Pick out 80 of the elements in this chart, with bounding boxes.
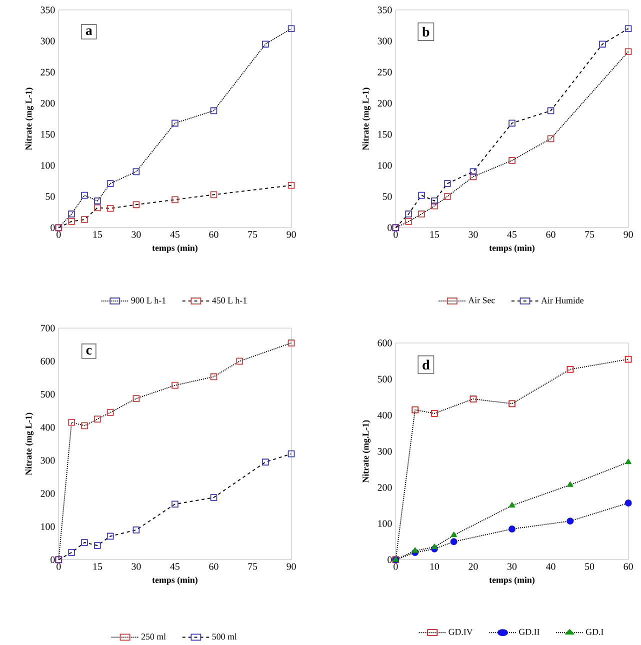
x-tick-label: 50 <box>585 563 594 570</box>
x-tick-label: 90 <box>624 231 633 238</box>
y-tick-label: 50 <box>46 193 55 200</box>
legend-label: GD.II <box>518 628 540 635</box>
x-tick-label: 20 <box>468 563 478 570</box>
legend-label: GD.IV <box>448 628 473 635</box>
x-tick-label: 30 <box>507 563 516 570</box>
x-tick-label: 60 <box>624 563 633 570</box>
x-tick-label: 15 <box>430 231 439 238</box>
x-tick-label: 60 <box>209 231 218 238</box>
y-tick-label: 300 <box>40 38 55 44</box>
y-axis-title: Nitrate (mg.L-1) <box>362 420 370 483</box>
legend-label: Air Humide <box>541 297 584 304</box>
y-tick-label: 150 <box>378 131 392 138</box>
legend-label: 900 L h-1 <box>131 297 166 304</box>
y-tick-label: 200 <box>40 490 55 497</box>
y-tick-label: 250 <box>378 68 392 76</box>
y-tick-label: 400 <box>377 412 392 419</box>
y-tick-label: 100 <box>378 520 392 527</box>
y-tick-label: 150 <box>41 131 55 138</box>
y-tick-label: 300 <box>40 457 55 464</box>
y-tick-label: 600 <box>378 340 392 346</box>
annotation: c <box>86 348 92 355</box>
y-tick-label: 300 <box>378 38 392 44</box>
y-tick-label: 400 <box>40 424 55 431</box>
y-tick-label: 50 <box>382 193 392 200</box>
legend-label: 500 ml <box>212 633 237 640</box>
y-tick-label: 0 <box>50 224 55 231</box>
y-tick-label: 100 <box>41 523 55 530</box>
y-tick-label: 300 <box>378 448 392 455</box>
x-tick-label: 45 <box>170 231 180 238</box>
x-tick-label: 30 <box>132 231 141 238</box>
x-tick-label: 15 <box>93 231 102 238</box>
legend-label: GD.I <box>586 628 604 635</box>
y-axis-title: Nitrate (mg L-1) <box>362 88 370 150</box>
legend-label: 450 L h-1 <box>212 297 246 304</box>
y-tick-label: 350 <box>40 6 55 14</box>
x-tick-label: 90 <box>286 231 296 238</box>
legend-label: 250 ml <box>141 633 166 640</box>
y-tick-label: 600 <box>40 358 55 365</box>
annotation: d <box>422 360 430 370</box>
x-tick-label: 75 <box>248 563 257 570</box>
x-axis-title: temps (min) <box>152 576 198 585</box>
y-tick-label: 700 <box>40 324 55 332</box>
x-tick-label: 30 <box>468 231 478 238</box>
y-tick-label: 0 <box>387 224 392 231</box>
x-tick-label: 15 <box>93 563 102 570</box>
x-tick-label: 30 <box>132 563 141 570</box>
x-tick-label: 40 <box>546 563 556 570</box>
x-tick-label: 75 <box>585 231 594 238</box>
x-tick-label: 45 <box>170 563 180 570</box>
y-tick-label: 500 <box>378 376 392 382</box>
x-tick-label: 45 <box>507 231 516 238</box>
y-tick-label: 200 <box>40 100 55 107</box>
x-tick-label: 0 <box>393 231 398 238</box>
x-tick-label: 90 <box>286 563 296 570</box>
y-tick-label: 250 <box>40 68 55 76</box>
x-axis-title: temps (min) <box>489 576 534 585</box>
y-tick-label: 350 <box>378 6 392 14</box>
y-axis-title: Nitrate (mg L-1) <box>25 412 34 476</box>
x-tick-label: 0 <box>56 231 61 238</box>
x-tick-label: 0 <box>393 563 398 570</box>
y-tick-label: 0 <box>387 556 392 564</box>
annotation: a <box>86 28 92 36</box>
x-tick-label: 0 <box>56 563 61 570</box>
x-tick-label: 60 <box>209 563 218 570</box>
y-tick-label: 100 <box>378 162 392 169</box>
y-tick-label: 0 <box>50 556 55 564</box>
x-axis-title: temps (min) <box>152 244 198 253</box>
x-axis-title: temps (min) <box>489 244 534 253</box>
y-tick-label: 200 <box>378 484 392 491</box>
y-tick-label: 500 <box>40 390 55 398</box>
x-tick-label: 10 <box>430 563 439 570</box>
y-axis-title: Nitrate (mg L-1) <box>25 88 34 150</box>
x-tick-label: 60 <box>546 231 556 238</box>
y-tick-label: 100 <box>41 162 55 169</box>
y-tick-label: 200 <box>378 100 392 107</box>
legend-label: Air Sec <box>468 297 495 304</box>
x-tick-label: 75 <box>248 231 257 238</box>
annotation: b <box>422 26 430 37</box>
